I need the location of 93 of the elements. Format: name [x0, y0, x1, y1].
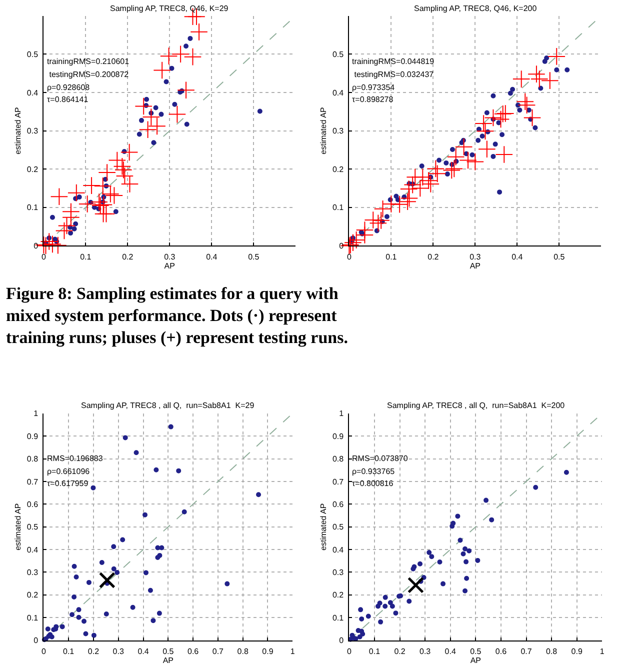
y-tick-label: 0.6: [332, 500, 344, 509]
y-axis-title: estimated AP: [319, 503, 328, 550]
annotation: RMS=0.196883: [47, 454, 104, 463]
y-tick-label: 0.1: [332, 613, 344, 622]
x-tick-label: 0.5: [248, 252, 260, 262]
y-tick-label: 1: [339, 409, 344, 418]
y-tick-label: 0.3: [332, 568, 344, 578]
annotation: trainingRMS=0.044819: [352, 57, 435, 66]
x-tick-label: 0.6: [187, 646, 200, 656]
y-tick-label: 0.9: [332, 432, 344, 441]
y-tick-label: 0.3: [26, 126, 39, 136]
x-tick-label: 0.3: [112, 646, 124, 656]
y-tick-label: 0.5: [26, 522, 39, 532]
x-tick-label: 0.2: [122, 252, 134, 262]
y-tick-label: 0.5: [26, 50, 39, 59]
x-tick-label: 0: [41, 252, 46, 262]
y-tick-label: 0.1: [26, 203, 39, 212]
annotation: testingRMS=0.032437: [352, 70, 434, 79]
chart-title: Sampling AP, TREC8, Q46, K=29: [110, 4, 229, 13]
y-tick-label: 0.4: [332, 545, 344, 554]
annotation: τ=0.800816: [352, 479, 394, 488]
caption: Figure 8: Sampling estimates for a query with mixed system performance. Dots (·) represent training runs; pluses (+) represent testing runs.: [6, 284, 348, 348]
x-tick-label: 0.2: [428, 252, 440, 262]
x-tick-label: 0.8: [237, 646, 249, 656]
x-tick-label: 0.9: [262, 646, 274, 656]
y-tick-label: 0.3: [332, 126, 344, 136]
y-tick-label: 0.8: [332, 454, 344, 464]
y-axis-title: estimated AP: [14, 107, 23, 154]
annotation: τ=0.864141: [47, 95, 89, 104]
chart-title: Sampling AP, TREC8 , all Q, run=Sab8A1 K=200: [387, 401, 566, 410]
annotation: trainingRMS=0.210601: [47, 57, 130, 66]
annotation: ρ=0.933765: [352, 467, 396, 476]
x-tick-label: 0.2: [394, 646, 406, 656]
annotation: τ=0.617959: [47, 479, 89, 488]
annotation: RMS=0.073870: [352, 454, 408, 463]
x-tick-label: 0.5: [470, 646, 482, 656]
x-tick-label: 0.3: [164, 252, 176, 262]
y-tick-label: 0.2: [332, 164, 344, 174]
x-tick-label: 0.1: [368, 646, 381, 656]
x-tick-label: 0: [41, 646, 46, 656]
x-tick-label: 0.7: [212, 646, 224, 656]
x-axis-title: AP: [470, 261, 480, 270]
annotation: testingRMS=0.200872: [47, 70, 130, 79]
x-tick-label: 0.5: [162, 646, 174, 656]
y-tick-label: 0.4: [26, 545, 39, 554]
x-tick-label: 0.3: [470, 252, 482, 262]
annotation: ρ=0.973354: [352, 83, 396, 92]
x-axis-title: AP: [164, 261, 175, 270]
y-axis-title: estimated AP: [14, 503, 23, 550]
y-tick-label: 0.9: [26, 432, 39, 441]
x-tick-label: 0.4: [138, 646, 150, 656]
x-tick-label: 0.6: [495, 646, 508, 656]
y-tick-label: 0: [34, 636, 39, 646]
x-tick-label: 0: [346, 252, 352, 262]
y-axis-title: estimated AP: [319, 107, 328, 154]
x-tick-label: 1: [290, 646, 296, 656]
y-tick-label: 0.2: [26, 164, 39, 174]
y-tick-label: 0.6: [26, 500, 39, 509]
annotation: ρ=0.661096: [47, 467, 90, 476]
x-tick-label: 0.1: [63, 646, 75, 656]
y-tick-label: 0.8: [26, 454, 39, 464]
x-tick-label: 1: [600, 646, 605, 656]
x-axis-title: AP: [162, 656, 174, 665]
y-tick-label: 0.7: [26, 477, 39, 486]
x-tick-label: 0.5: [554, 252, 566, 262]
x-tick-label: 0.4: [444, 646, 456, 656]
annotation: ρ=0.928608: [47, 83, 90, 92]
y-tick-label: 0.4: [332, 88, 344, 98]
x-tick-label: 0.3: [420, 646, 432, 656]
y-tick-label: 0.2: [26, 590, 39, 600]
x-axis-title: AP: [470, 656, 481, 665]
y-tick-label: 0.1: [332, 203, 344, 212]
x-tick-label: 0.8: [546, 646, 558, 656]
y-tick-label: 0.7: [332, 477, 344, 486]
y-tick-label: 0.5: [332, 50, 344, 59]
annotation: τ=0.898278: [352, 95, 394, 104]
y-tick-label: 1: [34, 409, 39, 418]
x-tick-label: 0.7: [520, 646, 532, 656]
x-tick-label: 0.1: [386, 252, 398, 262]
y-tick-label: 0.5: [332, 522, 344, 532]
y-tick-label: 0.3: [26, 568, 39, 578]
y-tick-label: 0.1: [26, 613, 39, 622]
x-tick-label: 0.1: [80, 252, 92, 262]
x-tick-label: 0.9: [571, 646, 583, 656]
chart-title: Sampling AP, TREC8, Q46, K=200: [414, 4, 538, 13]
y-tick-label: 0.4: [26, 88, 39, 98]
y-tick-label: 0: [339, 636, 344, 646]
y-tick-label: 0.2: [332, 590, 344, 600]
x-tick-label: 0.4: [206, 252, 218, 262]
x-tick-label: 0.2: [88, 646, 100, 656]
x-tick-label: 0: [346, 646, 352, 656]
x-tick-label: 0.4: [512, 252, 524, 262]
chart-title: Sampling AP, TREC8 , all Q, run=Sab8A1 K=29: [81, 401, 255, 410]
